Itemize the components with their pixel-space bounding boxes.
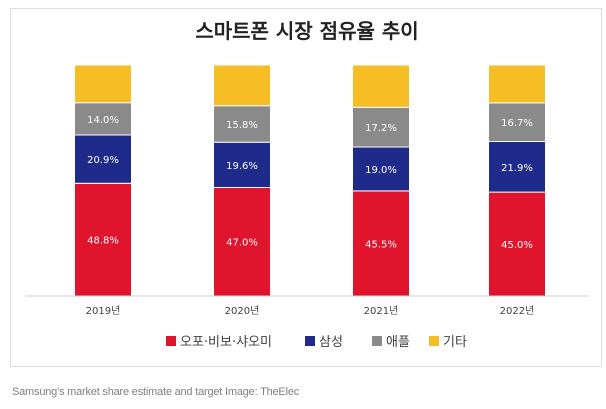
bar-segment-1-1 (74, 182, 132, 297)
data-label-3-3: 17.2% (365, 123, 397, 134)
data-label-3-1: 14.0% (87, 115, 119, 126)
x-tick-labels: 2019년 2020년 2021년 2022년 (86, 305, 535, 317)
data-label-1-4: 45.0% (501, 240, 533, 251)
x-tick-label-3: 2021년 (364, 305, 399, 317)
image-caption: Samsung's market share estimate and targ… (12, 386, 300, 398)
x-tick-label-1: 2019년 (86, 305, 121, 317)
bar-segment-2-3 (352, 146, 410, 192)
data-label-2-1: 20.9% (87, 155, 119, 166)
legend-swatch-3 (372, 336, 382, 346)
data-label-1-3: 45.5% (365, 239, 397, 250)
bars-layer: 48.8% 20.9% 14.0% 47.0% 19.6% 15.8% 45.5% 19.0%… (74, 64, 546, 297)
x-tick-label-4: 2022년 (500, 305, 535, 317)
data-label-3-2: 15.8% (226, 120, 258, 131)
chart-title: 스마트폰 시장 점유율 추이 (195, 19, 418, 43)
legend-label-2: 삼성 (319, 335, 343, 350)
bar-segment-1-4 (488, 191, 546, 297)
data-label-1-1: 48.8% (87, 236, 119, 247)
legend: 오포·비보·샤오미 삼성 애플 기타 (166, 335, 467, 350)
bar-segment-4-3 (352, 64, 410, 108)
bar-segment-3-2 (213, 105, 271, 143)
data-label-2-2: 19.6% (226, 161, 258, 172)
data-label-1-2: 47.0% (226, 238, 258, 249)
x-tick-label-2: 2020년 (225, 305, 260, 317)
stacked-bar-chart: 스마트폰 시장 점유율 추이 48.8% 20.9% 14.0% 47.0% 19.6%… (25, 19, 589, 350)
legend-label-1: 오포·비보·샤오미 (180, 335, 272, 350)
data-label-2-4: 21.9% (501, 163, 533, 174)
legend-label-3: 애플 (386, 335, 410, 350)
bar-segment-3-3 (352, 106, 410, 148)
legend-label-4: 기타 (443, 335, 467, 350)
bar-segment-1-2 (213, 186, 271, 297)
bar-segment-4-2 (213, 64, 271, 107)
legend-swatch-4 (429, 336, 439, 346)
bar-segment-2-4 (488, 141, 546, 193)
chart-container: 스마트폰 시장 점유율 추이 48.8% 20.9% 14.0% 47.0% 19.6%… (10, 8, 602, 367)
bar-segment-4-4 (488, 64, 546, 104)
data-label-2-3: 19.0% (365, 165, 397, 176)
bar-segment-3-4 (488, 102, 546, 142)
bar-segment-4-1 (74, 64, 132, 104)
bar-segment-2-2 (213, 141, 271, 188)
legend-swatch-2 (305, 336, 315, 346)
legend-swatch-1 (166, 336, 176, 346)
data-label-3-4: 16.7% (501, 118, 533, 129)
bar-segment-2-1 (74, 134, 132, 184)
